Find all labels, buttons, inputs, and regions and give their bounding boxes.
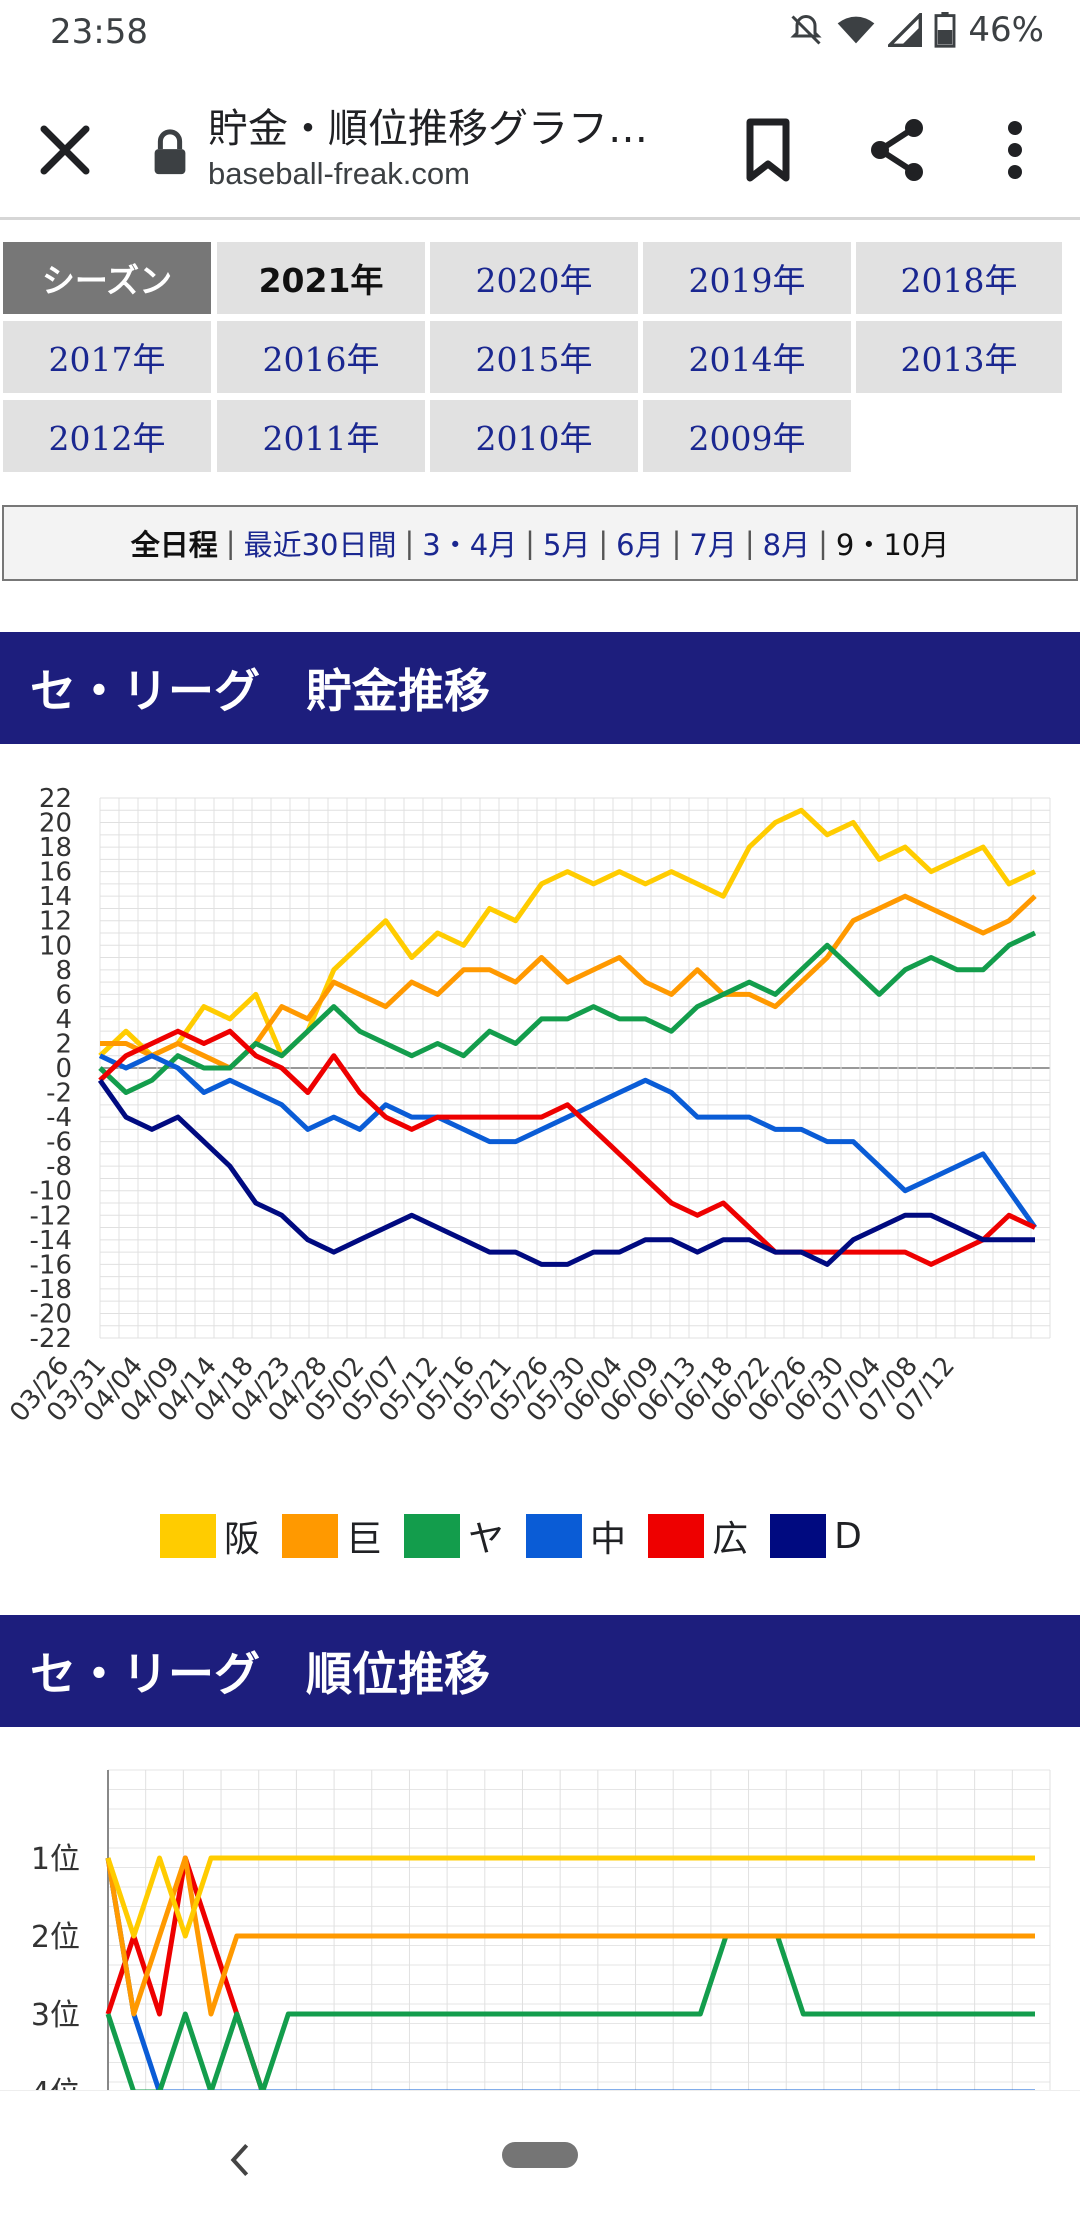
savings-section-header: セ・リーグ 貯金推移	[0, 632, 1080, 744]
y-tick-label: 4	[55, 1005, 72, 1035]
y-tick-label: 3位	[31, 1998, 80, 2033]
period-sep-oct: 9・10月	[835, 528, 950, 562]
y-tick-label: -20	[30, 1299, 72, 1329]
period-may[interactable]: 5月	[542, 528, 591, 562]
period-aug[interactable]: 8月	[762, 528, 811, 562]
y-tick-label: 18	[39, 833, 72, 863]
legend-giants: 巨	[282, 1510, 382, 1562]
more-options-icon[interactable]	[975, 110, 1055, 190]
season-header: シーズン	[3, 242, 211, 314]
y-tick-label: -8	[46, 1152, 72, 1182]
season-2021[interactable]: 2021年	[217, 242, 425, 314]
lock-icon	[154, 129, 186, 175]
rank-chart: 1位 2位 3位 4位	[31, 1769, 1051, 2090]
period-last30[interactable]: 最近30日間	[243, 528, 397, 562]
rank-line-2	[105, 1933, 1035, 2090]
season-2017[interactable]: 2017年	[3, 321, 211, 393]
season-2009[interactable]: 2009年	[643, 400, 851, 472]
period-filter: 全日程 | 最近30日間 | 3・4月 | 5月 | 6月 | 7月 | 8月 | 9・10月	[2, 505, 1078, 581]
legend-hiroshima: 広	[648, 1510, 748, 1562]
y-tick-label: 20	[39, 809, 72, 839]
y-tick-label: -16	[30, 1250, 72, 1280]
season-2019[interactable]: 2019年	[643, 242, 851, 314]
legend-chunichi: 中	[526, 1510, 626, 1562]
mute-notifications-icon	[790, 14, 823, 45]
y-tick-label: 22	[39, 784, 72, 814]
period-jun[interactable]: 6月	[616, 528, 664, 562]
status-icons: 46%	[788, 10, 1044, 50]
season-2020[interactable]: 2020年	[430, 242, 638, 314]
season-2016[interactable]: 2016年	[217, 321, 425, 393]
status-time: 23:58	[50, 12, 148, 52]
back-icon[interactable]	[225, 2140, 255, 2180]
y-tick-label: 6	[55, 980, 72, 1010]
share-icon[interactable]	[858, 110, 938, 190]
season-2011[interactable]: 2011年	[217, 400, 425, 472]
y-tick-label: 2位	[31, 1920, 80, 1955]
page-url[interactable]: baseball-freak.com	[208, 156, 470, 191]
chart-legend: 阪 巨 ヤ 中 広 D	[160, 1510, 884, 1562]
season-2014[interactable]: 2014年	[643, 321, 851, 393]
home-pill[interactable]	[502, 2142, 578, 2168]
y-tick-label: 12	[39, 907, 72, 937]
period-jul[interactable]: 7月	[689, 528, 737, 562]
browser-toolbar: 貯金・順位推移グラフ… baseball-freak.com	[0, 70, 1080, 220]
period-mar-apr[interactable]: 3・4月	[422, 528, 518, 562]
series-line-5	[97, 1078, 1035, 1267]
y-tick-label: 0	[55, 1054, 72, 1084]
legend-swatch	[770, 1514, 827, 1558]
season-2010[interactable]: 2010年	[430, 400, 638, 472]
y-tick-label: -22	[30, 1324, 72, 1354]
y-tick-label: -14	[30, 1226, 72, 1256]
legend-hanshin: 阪	[160, 1510, 260, 1562]
bookmark-icon[interactable]	[728, 110, 808, 190]
legend-swatch	[160, 1514, 216, 1558]
rank-section-header: セ・リーグ 順位推移	[0, 1615, 1080, 1727]
y-tick-label: -6	[46, 1128, 72, 1158]
y-tick-label: -12	[30, 1201, 72, 1231]
wifi-icon	[838, 16, 875, 44]
signal-icon	[888, 13, 923, 47]
status-bar: 23:58 46%	[0, 0, 1080, 70]
legend-swatch	[282, 1514, 339, 1558]
season-2018[interactable]: 2018年	[856, 242, 1062, 314]
y-tick-label: 2	[55, 1029, 72, 1059]
series-line-2	[98, 930, 1037, 1095]
season-2012[interactable]: 2012年	[3, 400, 211, 472]
y-tick-label: -10	[30, 1177, 72, 1207]
legend-swatch	[404, 1514, 461, 1558]
y-tick-label: 16	[39, 858, 72, 888]
y-tick-label: -4	[46, 1103, 72, 1133]
y-tick-label: 4位	[31, 2076, 80, 2090]
legend-swatch	[526, 1514, 583, 1558]
legend-yakult: ヤ	[404, 1510, 504, 1562]
y-tick-label: -18	[30, 1275, 72, 1305]
period-all[interactable]: 全日程	[130, 528, 218, 562]
close-icon[interactable]	[30, 115, 100, 185]
series-line-4	[98, 1028, 1037, 1267]
series-line-0	[98, 807, 1037, 1059]
battery-percent: 46%	[968, 10, 1044, 50]
y-tick-label: 8	[55, 956, 72, 986]
rank-line-4	[105, 1855, 1035, 2090]
y-tick-label: 1位	[31, 1842, 80, 1877]
y-tick-label: -2	[46, 1079, 72, 1109]
rank-line-3	[105, 1857, 1035, 2090]
series-line-3	[98, 1053, 1038, 1229]
y-tick-label: 14	[39, 882, 72, 912]
legend-swatch	[648, 1514, 705, 1558]
battery-icon	[934, 12, 956, 48]
legend-dena: D	[770, 1514, 862, 1558]
rank-line-0	[105, 1855, 1035, 1939]
season-2013[interactable]: 2013年	[856, 321, 1062, 393]
savings-chart: 2220181614121086420-2-4-6-8-10-12-14-16-…	[4, 784, 1051, 1428]
rank-line-1	[105, 1855, 1035, 2017]
season-2015[interactable]: 2015年	[430, 321, 638, 393]
page-title: 貯金・順位推移グラフ…	[208, 106, 648, 152]
y-tick-label: 10	[39, 931, 72, 961]
